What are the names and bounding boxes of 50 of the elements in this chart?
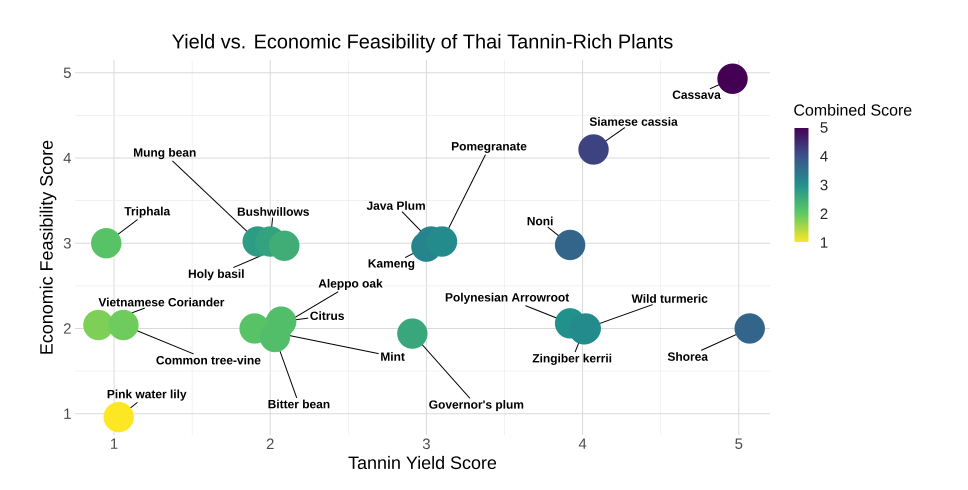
annotation: Java Plum [366,201,425,210]
annotation: Mint [381,352,405,361]
annotation: Pomegranate [452,142,526,153]
y-tick-label: 4 [64,152,72,164]
x-tick-label: 3 [422,438,430,450]
color-bar-label: 5 [820,122,828,133]
y-axis-title: Economic Feasibility Score [40,140,56,354]
y-tick-label: 1 [64,408,71,419]
annotation: Governor's plum [429,400,524,412]
annotation: Shorea [668,352,708,361]
x-tick-label: 5 [735,438,742,449]
point [578,134,609,165]
color-bar-label: 2 [820,208,828,219]
point [554,230,586,260]
annotation: Wild turmeric [632,294,708,303]
y-tick-label: 2 [64,323,71,334]
annotation: Zingiber kerrii [532,354,612,365]
point [426,226,458,257]
chart-title: Yield vs. Economic Feasibility of Thai Tannin-Rich Plants [172,34,673,53]
annotation: Polynesian Arrowroot [446,292,570,304]
point [108,310,139,340]
annotation: Citrus [310,311,344,320]
x-axis-title: Tannin Yield Score [348,456,496,470]
y-tick-label: 3 [64,238,71,249]
color-bar-title: Combined Score [794,104,912,116]
annotation: Aleppo oak [318,278,383,290]
annotation: Holy basil [188,269,244,280]
x-tick-label: 1 [111,438,118,449]
annotation: Cassava [672,90,721,99]
point [91,228,122,258]
annotation: Vietnamese Coriander [98,298,224,306]
annotation: Triphala [124,206,170,218]
annotation: Common tree-vine [156,356,260,364]
annotation: Kameng [368,259,414,270]
annotation: Bitter bean [268,400,330,408]
point [104,402,134,432]
point [269,230,300,261]
annotation: Mung bean [134,148,196,160]
point [734,313,765,344]
color-bar-label: 4 [820,151,828,162]
annotation: Noni [528,216,553,226]
annotation: Bushwillows [238,207,309,216]
y-tick-label: 5 [64,68,71,78]
color-bar-label: 1 [821,237,828,248]
color-bar-label: 3 [820,180,828,190]
annotation: Siamese cassia [590,117,678,126]
x-tick-label: 4 [578,438,586,449]
annotation: Pink water lily [108,390,187,401]
x-tick-label: 2 [266,438,274,449]
point [397,318,428,349]
